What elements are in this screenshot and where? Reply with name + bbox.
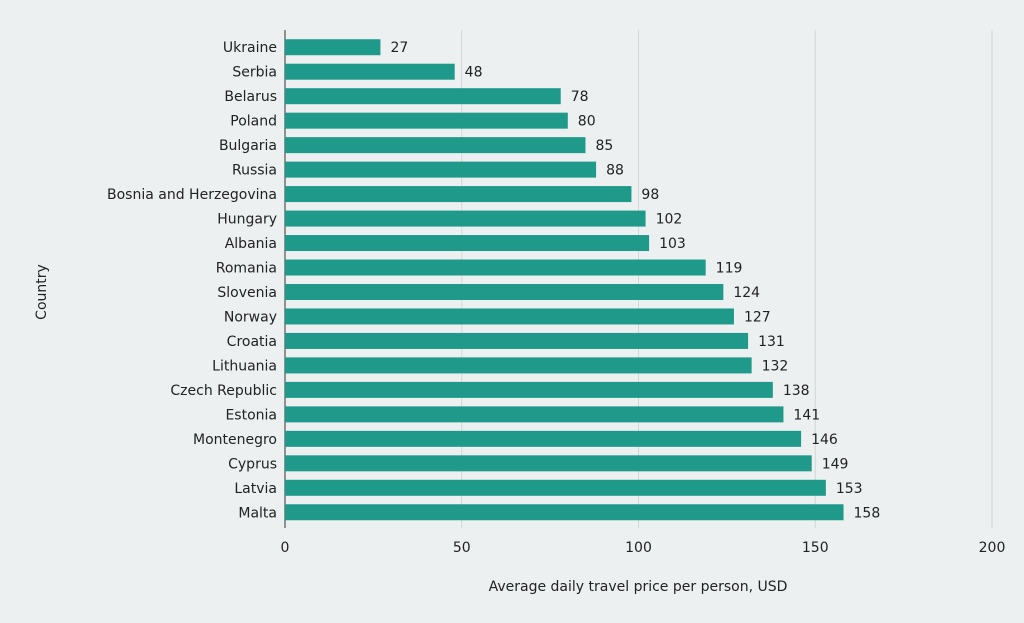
y-tick-label: Malta bbox=[238, 505, 277, 521]
bar bbox=[285, 63, 455, 80]
value-label: 138 bbox=[783, 383, 810, 399]
y-tick-label: Serbia bbox=[232, 65, 277, 81]
y-axis-label: Country bbox=[34, 264, 50, 320]
value-label: 141 bbox=[793, 407, 820, 423]
bar bbox=[285, 430, 802, 447]
bar bbox=[285, 479, 826, 496]
value-label: 132 bbox=[762, 358, 789, 374]
y-tick-label: Hungary bbox=[217, 212, 277, 228]
x-tick-label: 0 bbox=[281, 540, 290, 556]
value-label: 78 bbox=[571, 89, 589, 105]
bar bbox=[285, 259, 706, 276]
value-label: 85 bbox=[595, 138, 613, 154]
y-tick-label: Croatia bbox=[227, 334, 277, 350]
y-tick-label: Bosnia and Herzegovina bbox=[107, 187, 277, 203]
y-tick-label: Romania bbox=[216, 261, 277, 277]
y-tick-label: Poland bbox=[230, 114, 277, 130]
bar bbox=[285, 308, 734, 325]
value-label: 103 bbox=[659, 236, 686, 252]
x-tick-label: 150 bbox=[802, 540, 829, 556]
x-tick-label: 200 bbox=[979, 540, 1006, 556]
y-tick-label: Cyprus bbox=[228, 456, 277, 472]
y-tick-label: Latvia bbox=[234, 481, 277, 497]
value-label: 119 bbox=[716, 261, 743, 277]
bar bbox=[285, 137, 586, 154]
value-label: 48 bbox=[465, 65, 483, 81]
bar bbox=[285, 39, 381, 56]
value-label: 27 bbox=[390, 40, 408, 56]
value-label: 131 bbox=[758, 334, 785, 350]
y-tick-label: Ukraine bbox=[223, 40, 277, 56]
y-tick-label: Belarus bbox=[224, 89, 277, 105]
y-tick-label: Estonia bbox=[225, 407, 277, 423]
value-label: 146 bbox=[811, 432, 838, 448]
bar bbox=[285, 455, 812, 472]
bar bbox=[285, 504, 844, 521]
bar bbox=[285, 112, 568, 129]
value-label: 153 bbox=[836, 481, 863, 497]
y-tick-label: Slovenia bbox=[217, 285, 277, 301]
value-label: 124 bbox=[733, 285, 760, 301]
bar bbox=[285, 186, 632, 203]
value-label: 98 bbox=[641, 187, 659, 203]
bar bbox=[285, 88, 561, 105]
bar bbox=[285, 283, 724, 300]
x-tick-label: 100 bbox=[625, 540, 652, 556]
y-tick-label: Bulgaria bbox=[219, 138, 277, 154]
y-tick-label: Russia bbox=[232, 163, 277, 179]
value-label: 80 bbox=[578, 114, 596, 130]
y-tick-label: Albania bbox=[225, 236, 277, 252]
value-label: 127 bbox=[744, 309, 771, 325]
value-label: 102 bbox=[656, 212, 683, 228]
value-label: 88 bbox=[606, 163, 624, 179]
y-tick-label: Lithuania bbox=[212, 358, 277, 374]
bar bbox=[285, 235, 650, 252]
value-label: 149 bbox=[822, 456, 849, 472]
value-label: 158 bbox=[854, 505, 881, 521]
bar bbox=[285, 357, 752, 374]
y-tick-label: Czech Republic bbox=[170, 383, 277, 399]
y-tick-label: Montenegro bbox=[193, 432, 277, 448]
x-tick-label: 50 bbox=[453, 540, 471, 556]
bar bbox=[285, 406, 784, 423]
y-tick-label: Norway bbox=[224, 309, 277, 325]
bar bbox=[285, 332, 749, 349]
bar bbox=[285, 210, 646, 227]
bar bbox=[285, 161, 597, 178]
bar bbox=[285, 381, 773, 398]
x-axis-label: Average daily travel price per person, U… bbox=[489, 579, 788, 595]
